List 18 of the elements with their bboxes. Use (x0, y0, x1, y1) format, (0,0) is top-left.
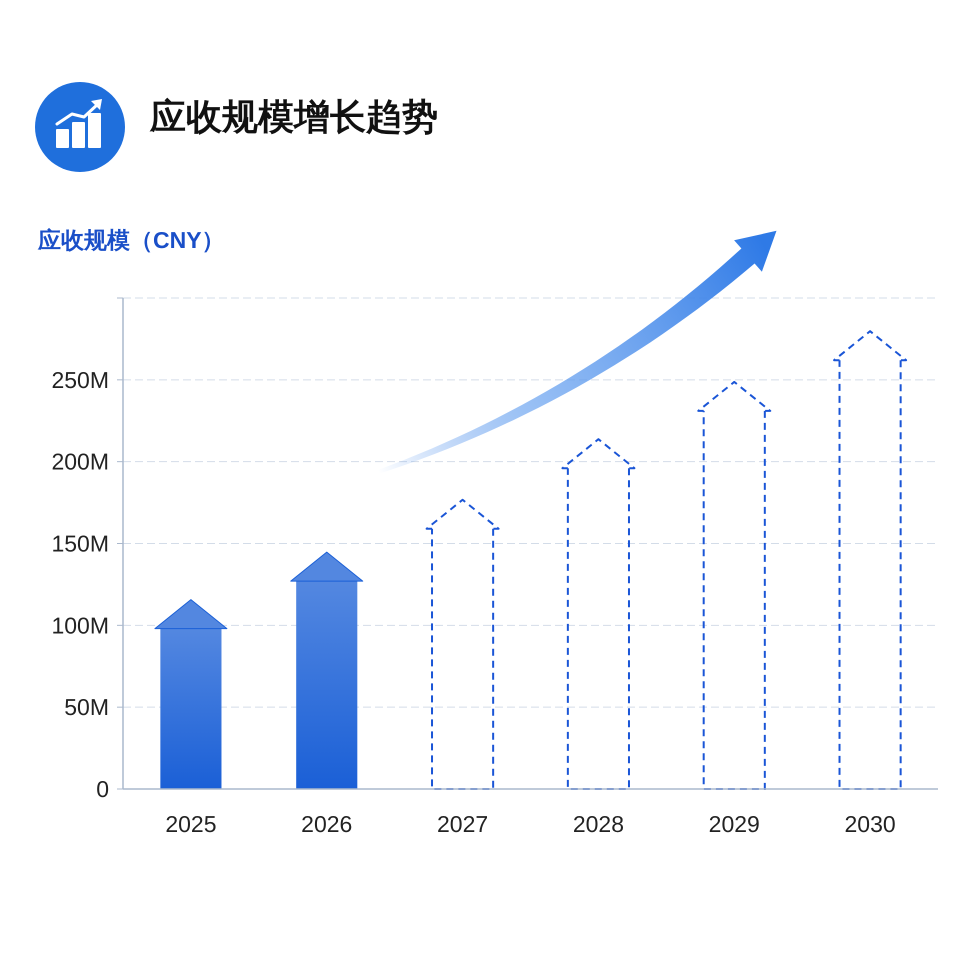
x-tick-label: 2026 (301, 811, 352, 838)
x-tick-label: 2030 (844, 811, 896, 838)
y-tick-label: 0 (96, 776, 109, 802)
y-tick-label: 200M (51, 448, 109, 475)
y-tick-label: 150M (51, 530, 109, 557)
x-tick-label: 2027 (436, 811, 488, 838)
x-tick-label: 2029 (708, 811, 760, 838)
bar (702, 410, 766, 790)
x-tick-label: 2025 (165, 811, 217, 838)
y-tick-label: 50M (64, 694, 109, 720)
y-tick-label: 250M (51, 366, 109, 393)
x-tick-label: 2028 (572, 811, 624, 838)
bar (838, 359, 902, 790)
y-axis-title: 应收规模（CNY） (37, 227, 225, 253)
bar (431, 528, 494, 790)
y-tick-label: 100M (51, 612, 109, 638)
chart-title: 应收规模增长趋势 (149, 96, 438, 137)
bar (566, 467, 630, 790)
